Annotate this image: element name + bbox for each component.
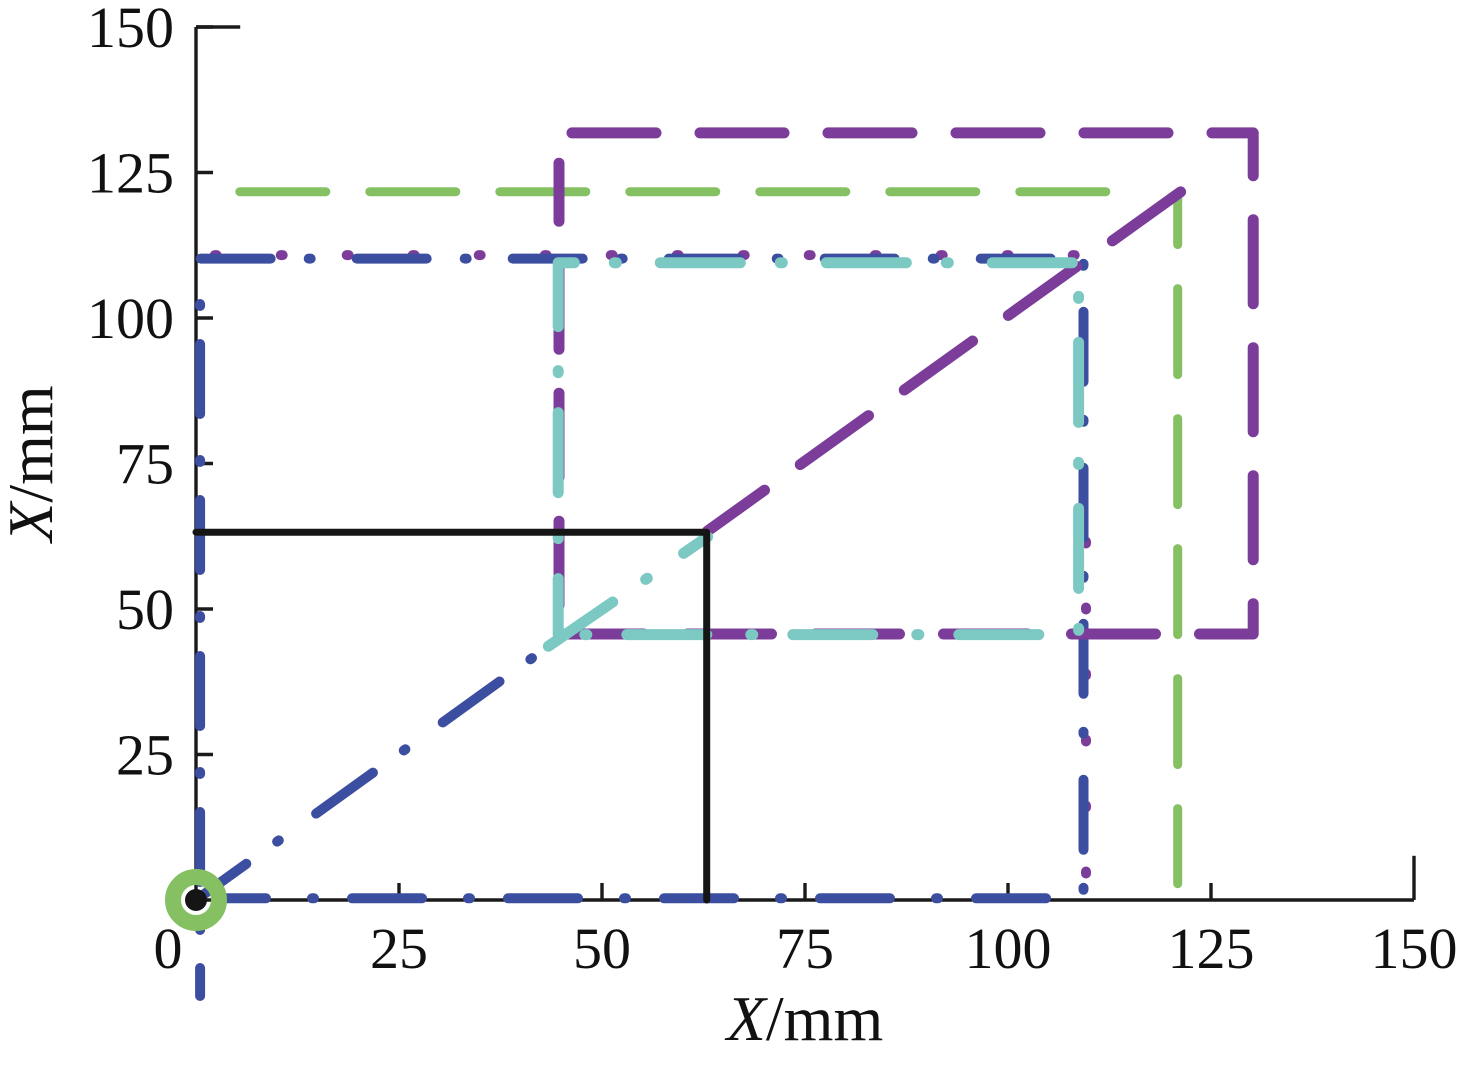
x-tick-label-100: 100 bbox=[965, 916, 1052, 981]
y-tick-label-150: 150 bbox=[87, 0, 174, 60]
y-tick-label-75: 75 bbox=[116, 432, 174, 497]
series-purple-diagonal bbox=[702, 168, 1211, 537]
origin-dot-marker bbox=[185, 889, 207, 911]
y-tick-label-125: 125 bbox=[87, 141, 174, 206]
x-axis-title: X/mm bbox=[724, 983, 883, 1054]
series-black-step-path bbox=[192, 528, 711, 904]
series-group bbox=[191, 127, 1259, 1001]
series-navy-square-loop bbox=[195, 253, 1089, 1001]
origin-ring-marker bbox=[165, 869, 227, 931]
y-tick-label-100: 100 bbox=[87, 286, 174, 351]
y-tick-label-25: 25 bbox=[116, 723, 174, 788]
y-tick-label-50: 50 bbox=[116, 577, 174, 642]
x-tick-label-50: 50 bbox=[573, 916, 631, 981]
x-tick-label-150: 150 bbox=[1371, 916, 1458, 981]
x-tick-label-75: 75 bbox=[776, 916, 834, 981]
series-purple-big-rect bbox=[550, 127, 1259, 640]
x-tick-label-125: 125 bbox=[1168, 916, 1255, 981]
series-cyan-diagonal bbox=[542, 531, 714, 652]
x-tick-label-0: 0 bbox=[154, 916, 183, 981]
y-axis-title: X/mm bbox=[0, 385, 66, 544]
x-tick-label-25: 25 bbox=[370, 916, 428, 981]
series-navy-diagonal bbox=[191, 637, 559, 905]
